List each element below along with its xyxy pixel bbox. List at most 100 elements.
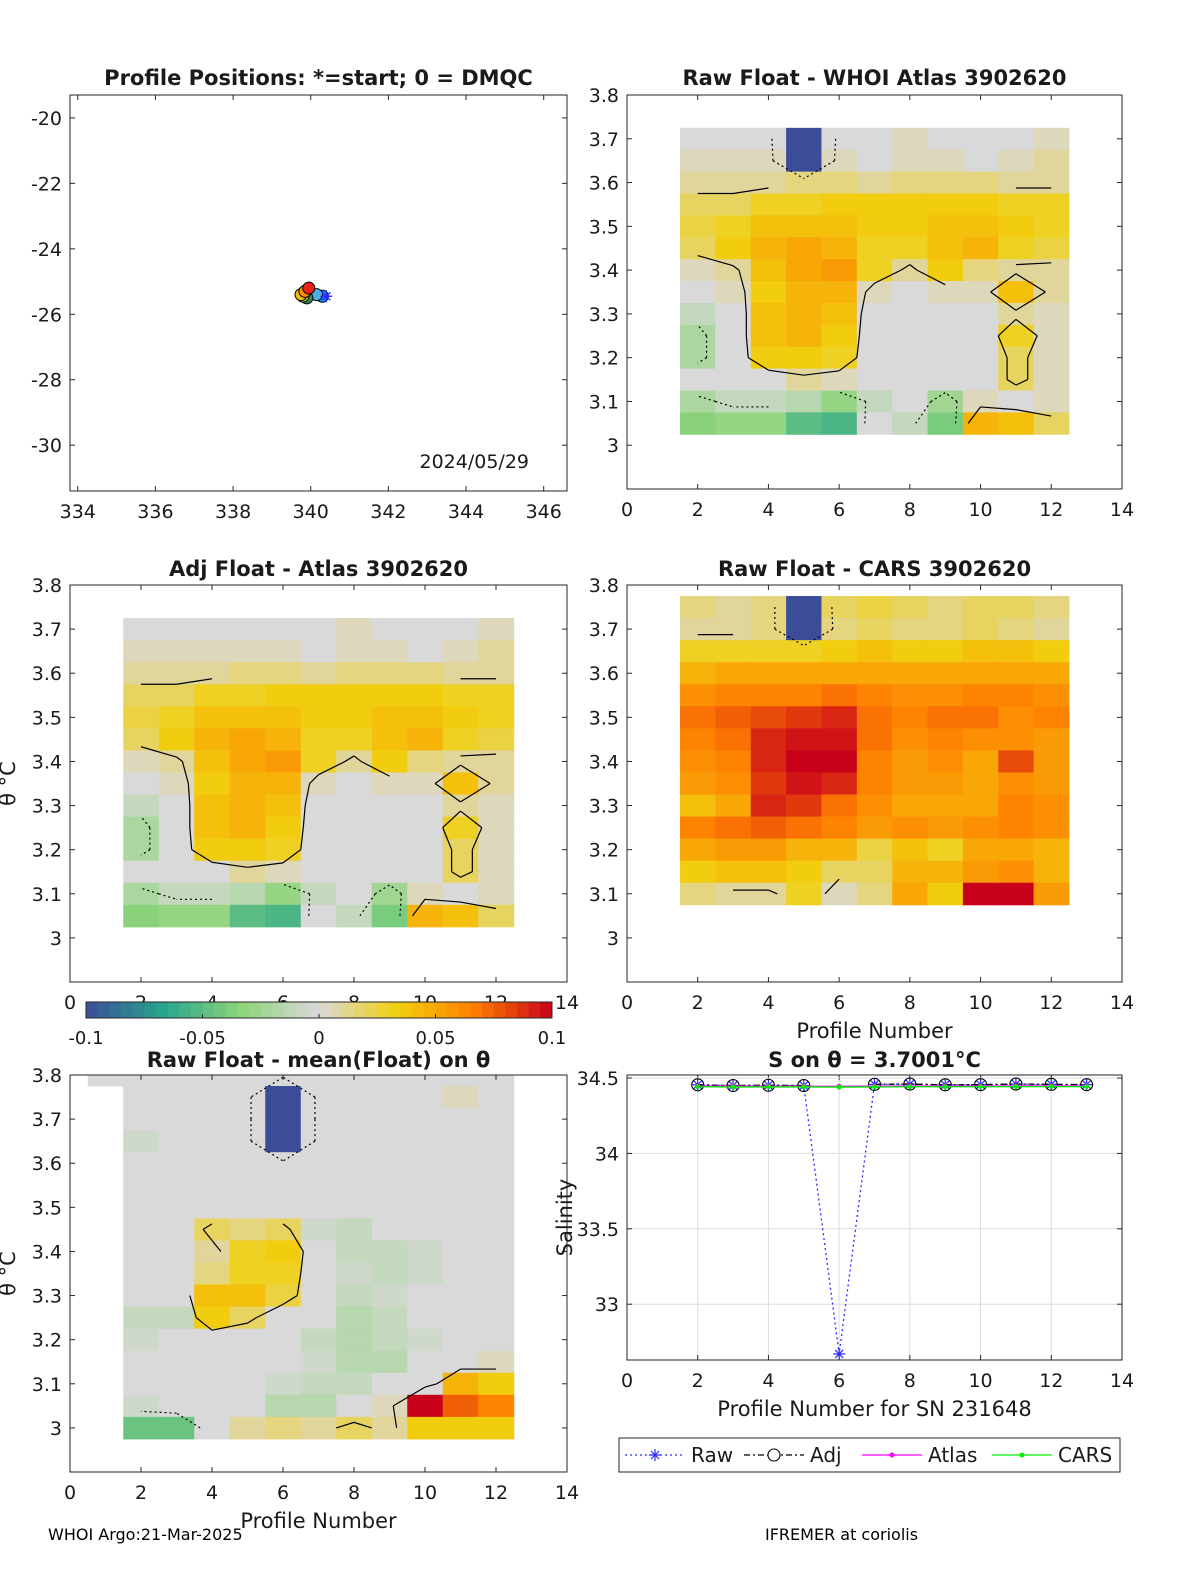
adj_atlas-cell <box>194 706 231 729</box>
raw_mean-xtick-label: 0 <box>64 1482 76 1504</box>
adj_atlas-cell <box>407 816 444 840</box>
raw_mean-cell <box>336 1196 373 1219</box>
raw_whoi-cell <box>821 368 858 391</box>
raw_whoi-cell <box>856 281 893 304</box>
raw_whoi-cell <box>750 171 787 194</box>
raw_cars-cell <box>856 596 893 619</box>
raw_whoi-cell <box>962 324 999 348</box>
raw_whoi-cell <box>786 390 822 413</box>
adj_atlas-cell <box>229 860 266 884</box>
adj_atlas-cell <box>123 728 160 751</box>
adj_atlas-cell <box>336 684 373 707</box>
raw_mean-cell <box>407 1086 444 1109</box>
raw_mean-cell <box>123 1284 160 1308</box>
raw_mean-cell <box>265 1350 302 1374</box>
raw_cars-contour-line <box>831 607 834 630</box>
raw_whoi-cell <box>680 281 716 304</box>
raw_cars-cell <box>998 640 1035 663</box>
raw_cars-cell <box>750 816 787 840</box>
adj_atlas-cell <box>300 772 337 796</box>
colorbar-swatch <box>249 1002 262 1018</box>
raw_cars-cell <box>786 750 822 773</box>
raw_mean-cell <box>229 1152 266 1175</box>
raw_mean-cell <box>300 1284 337 1308</box>
adj_atlas-contour-line <box>282 849 302 864</box>
adj_atlas-cell <box>300 882 337 906</box>
raw_cars-cell <box>856 662 893 685</box>
salinity-xtick-label: 8 <box>904 1370 916 1392</box>
raw_mean-ytick-label: 3 <box>50 1418 62 1440</box>
adj_atlas-cell <box>442 904 479 928</box>
raw_mean-cell <box>478 1306 515 1330</box>
raw_cars-cell <box>1033 706 1070 729</box>
raw_mean-cell <box>300 1240 337 1263</box>
raw_mean-cell <box>265 1196 302 1219</box>
raw_cars-cell <box>962 640 999 663</box>
adj_atlas-cell <box>158 728 195 751</box>
raw_mean-cell <box>265 1218 302 1241</box>
raw_whoi-cell <box>927 215 964 238</box>
raw_mean-xtick-label: 2 <box>135 1482 147 1504</box>
raw_cars-ytick-label: 3.1 <box>589 884 619 906</box>
adj_atlas-cell <box>442 794 479 818</box>
raw_cars-cell <box>786 706 822 729</box>
raw_whoi-cell <box>680 390 716 413</box>
adj_atlas-contour-line <box>176 678 213 685</box>
raw_cars-cell <box>856 728 893 751</box>
raw_whoi-cell <box>680 324 716 348</box>
raw_cars-ytick-label: 3.8 <box>589 575 619 597</box>
adj_atlas-cell <box>371 750 408 773</box>
raw_mean-contour-line <box>392 1405 398 1428</box>
raw_mean-cell <box>265 1394 302 1418</box>
raw_cars-cell <box>927 816 964 840</box>
raw_mean-cell <box>407 1075 444 1087</box>
raw_mean-cell <box>300 1372 337 1396</box>
raw_mean-cell <box>442 1152 479 1175</box>
raw_mean-cell <box>407 1196 444 1219</box>
raw_whoi-cell <box>715 171 752 194</box>
raw_whoi-cell <box>998 390 1035 413</box>
raw_mean-cell <box>265 1108 302 1131</box>
raw_cars-xtick-label: 4 <box>762 992 774 1014</box>
raw_whoi-cell <box>998 259 1035 282</box>
raw_whoi-cell <box>786 127 822 151</box>
salinity-xtick-label: 0 <box>621 1370 633 1392</box>
adj_atlas-cell <box>371 882 408 906</box>
adj_atlas-cell <box>194 618 231 641</box>
colorbar-swatch <box>272 1002 285 1018</box>
raw_whoi-cell <box>927 324 964 348</box>
raw_mean-cell <box>336 1372 373 1396</box>
series-adj-point <box>974 1078 988 1092</box>
raw_cars-xtick-label: 2 <box>692 992 704 1014</box>
raw_whoi-cell <box>821 171 858 194</box>
adj_atlas-cell <box>336 706 373 729</box>
colorbar-tick-label: 0.1 <box>538 1028 567 1049</box>
raw_whoi-cell <box>856 346 893 370</box>
adj_atlas-cell <box>194 684 231 707</box>
raw_mean-cell <box>229 1306 266 1330</box>
raw_cars-cell <box>927 750 964 773</box>
raw_cars-cell <box>715 684 752 707</box>
raw_whoi-cell <box>962 281 999 304</box>
raw_mean-cell <box>229 1174 266 1197</box>
raw_whoi-cell <box>962 215 999 238</box>
adj_atlas-cell <box>229 706 266 729</box>
raw_cars-cell <box>715 794 752 818</box>
adj_atlas-contour-line <box>434 764 461 784</box>
adj_atlas-cell <box>478 618 515 641</box>
adj_atlas-cell <box>336 728 373 751</box>
raw_whoi-cell <box>962 390 999 413</box>
adj_atlas-cell <box>123 750 160 773</box>
raw_whoi-cell <box>750 390 787 413</box>
adj_atlas-cell <box>194 750 231 773</box>
raw_whoi-cell <box>680 215 716 238</box>
raw_mean-cell <box>300 1350 337 1374</box>
raw_cars-cell <box>680 816 716 840</box>
raw_mean-cell <box>442 1416 479 1440</box>
colorbar-swatch <box>202 1002 215 1018</box>
raw_cars-title: Raw Float - CARS 3902620 <box>718 557 1031 581</box>
adj_atlas-cell <box>158 882 195 906</box>
raw_mean-ytick-label: 3.2 <box>32 1330 62 1352</box>
raw_whoi-cell <box>1033 346 1070 370</box>
raw_mean-cell <box>123 1394 160 1418</box>
